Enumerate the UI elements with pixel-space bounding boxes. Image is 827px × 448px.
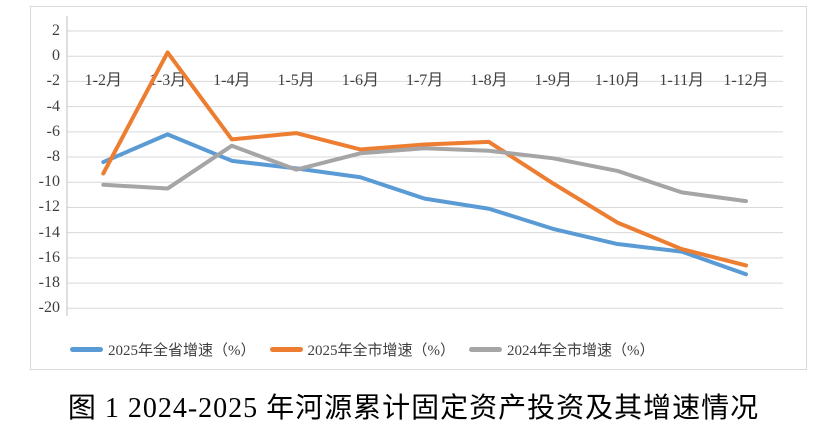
y-tick-label: -20 [38, 299, 60, 317]
y-tick-label: 0 [52, 47, 60, 65]
legend-label: 2025年全省增速（%） [108, 343, 256, 359]
chart-panel [30, 6, 807, 370]
x-tick-label: 1-5月 [277, 72, 315, 89]
y-tick-label: 2 [52, 22, 60, 39]
y-tick-label: -18 [38, 274, 60, 292]
legend-item: 2024年全市增速（%） [469, 339, 655, 360]
legend-item: 2025年全省增速（%） [70, 339, 256, 360]
x-tick-label: 1-8月 [470, 72, 508, 89]
legend-label: 2024年全市增速（%） [507, 343, 655, 359]
x-tick-label: 1-12月 [723, 72, 769, 89]
y-tick-label: -6 [46, 122, 60, 140]
x-tick-label: 1-7月 [405, 72, 444, 89]
y-tick-label: -14 [38, 223, 60, 241]
y-tick-label: -4 [46, 97, 60, 115]
x-tick-label: 1-2月 [84, 72, 122, 89]
x-tick-label: 1-3月 [148, 72, 187, 89]
y-tick-label: -10 [38, 173, 60, 191]
x-tick-label: 1-4月 [213, 72, 251, 89]
legend-line-swatch [269, 347, 303, 352]
x-tick-label: 1-11月 [659, 72, 705, 89]
x-tick-label: 1-10月 [594, 72, 641, 89]
legend-line-swatch [70, 347, 103, 352]
x-tick-label: 1-6月 [341, 72, 380, 89]
y-tick-label: -12 [38, 198, 60, 216]
chart-legend: 2025年全省增速（%） 2025年全市增速（%） 2024年全市增速（%） [70, 339, 655, 360]
legend-line-swatch [469, 347, 502, 352]
y-tick-label: -2 [46, 72, 60, 90]
figure-caption: 图 1 2024-2025 年河源累计固定资产投资及其增速情况 [67, 393, 760, 424]
legend-item: 2025年全市增速（%） [269, 339, 456, 360]
y-tick-label: -8 [46, 148, 60, 166]
legend-label: 2025年全市增速（%） [307, 343, 456, 359]
y-tick-label: -16 [38, 248, 60, 266]
x-tick-label: 1-9月 [534, 72, 572, 89]
